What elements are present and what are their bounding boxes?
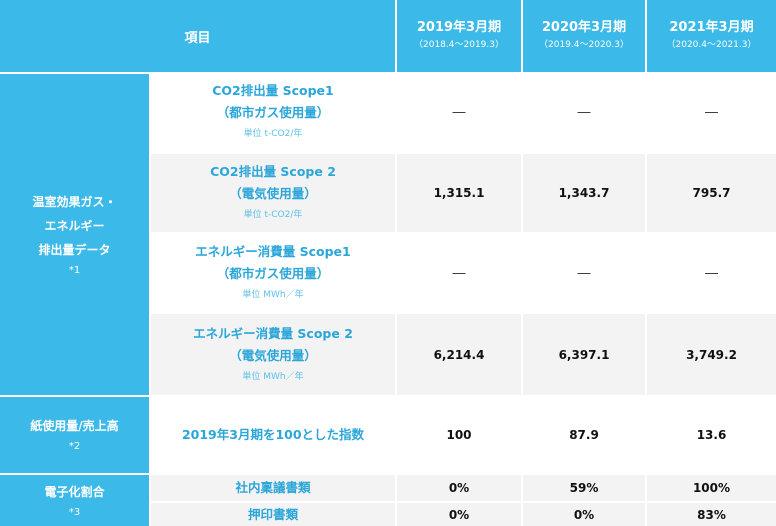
row-label-paper-index: 2019年3月期を100とした指数 [151, 395, 397, 473]
value: ― [577, 104, 591, 120]
value: 100% [692, 481, 731, 495]
value: 6,397.1 [558, 347, 610, 362]
value: ― [452, 104, 466, 120]
value: 87.9 [569, 428, 599, 442]
value-cell: 13.6 [647, 395, 776, 473]
row-line: エネルギー消費量 Scope 2 [193, 325, 353, 341]
value-cell: ― [523, 72, 647, 152]
row-unit: 単位 t-CO2/年 [243, 129, 303, 139]
row-unit: 単位 t-CO2/年 [243, 210, 303, 220]
row-label-co2-scope2: CO2排出量 Scope 2 （電気使用量） 単位 t-CO2/年 [151, 152, 397, 232]
year-range: （2020.4～2021.3） [666, 40, 757, 50]
value: 6,214.4 [433, 347, 485, 362]
value-cell: 0% [397, 501, 523, 526]
value: 59% [569, 481, 599, 495]
group-digital: 電子化割合 *3 [0, 473, 151, 526]
group-ghg: 温室効果ガス・ エネルギー 排出量データ *1 [0, 72, 151, 395]
value: ― [452, 265, 466, 281]
value: 1,315.1 [433, 186, 485, 200]
value-cell: ― [647, 72, 776, 152]
value-cell: ― [397, 72, 523, 152]
row-line: CO2排出量 Scope1 [212, 83, 334, 98]
row-line: 社内稟議書類 [235, 480, 311, 495]
group-line: 温室効果ガス・ [32, 194, 117, 209]
value: ― [705, 265, 718, 281]
header-year-2020: 2020年3月期 （2019.4～2020.3） [523, 0, 647, 72]
year-range: （2019.4～2020.3） [539, 40, 629, 50]
value: 13.6 [696, 428, 727, 442]
value: 0% [448, 481, 470, 495]
value-cell: 100 [397, 395, 523, 473]
value-cell: 3,749.2 [647, 312, 776, 395]
value: 83% [697, 507, 726, 522]
group-line: 排出量データ [38, 242, 111, 257]
header-item: 項目 [0, 0, 397, 72]
value: ― [705, 104, 718, 120]
value-cell: 83% [647, 501, 776, 526]
group-line: 紙使用量/売上高 [30, 419, 119, 433]
value: 1,343.7 [558, 186, 610, 200]
value-cell: 0% [397, 473, 523, 501]
value-cell: 6,397.1 [523, 312, 647, 395]
row-label-internal-approval: 社内稟議書類 [151, 473, 397, 501]
value-cell: 1,315.1 [397, 152, 523, 232]
group-note: *3 [68, 506, 81, 518]
value: 0% [448, 507, 470, 522]
group-note: *1 [68, 264, 81, 276]
row-line: 2019年3月期を100とした指数 [181, 427, 365, 442]
row-line: エネルギー消費量 Scope1 [195, 244, 351, 259]
value-cell: 1,343.7 [523, 152, 647, 232]
value-cell: ― [397, 232, 523, 312]
value-cell: 87.9 [523, 395, 647, 473]
row-line: （都市ガス使用量） [216, 105, 330, 120]
value: 0% [573, 507, 595, 522]
value-cell: 0% [523, 501, 647, 526]
row-unit: 単位 MWh／年 [242, 290, 304, 300]
year-label: 2020年3月期 [541, 20, 627, 35]
year-label: 2021年3月期 [669, 20, 754, 35]
row-label-co2-scope1: CO2排出量 Scope1 （都市ガス使用量） 単位 t-CO2/年 [151, 72, 397, 152]
value-cell: 6,214.4 [397, 312, 523, 395]
row-label-energy-scope1: エネルギー消費量 Scope1 （都市ガス使用量） 単位 MWh／年 [151, 232, 397, 312]
value-cell: ― [647, 232, 776, 312]
row-label-energy-scope2: エネルギー消費量 Scope 2 （電気使用量） 単位 MWh／年 [151, 312, 397, 395]
row-line: 押印書類 [247, 506, 298, 522]
row-line: （電気使用量） [229, 186, 317, 201]
value: ― [577, 265, 591, 281]
value: 100 [446, 428, 472, 442]
value-cell: 59% [523, 473, 647, 501]
group-line: エネルギー [44, 218, 105, 233]
row-unit: 単位 MWh／年 [242, 371, 304, 382]
value: 3,749.2 [686, 347, 737, 362]
year-label: 2019年3月期 [416, 20, 502, 35]
year-range: （2018.4～2019.3） [414, 40, 504, 50]
row-line: （都市ガス使用量） [216, 266, 330, 281]
header-item-label: 項目 [184, 30, 211, 46]
row-label-sealed-docs: 押印書類 [151, 501, 397, 526]
group-line: 電子化割合 [44, 484, 105, 499]
group-paper: 紙使用量/売上高 *2 [0, 395, 151, 473]
header-year-2021: 2021年3月期 （2020.4～2021.3） [647, 0, 776, 72]
value-cell: ― [523, 232, 647, 312]
group-note: *2 [68, 441, 81, 452]
value-cell: 795.7 [647, 152, 776, 232]
row-line: CO2排出量 Scope 2 [210, 164, 336, 179]
header-year-2019: 2019年3月期 （2018.4～2019.3） [397, 0, 523, 72]
row-line: （電気使用量） [229, 347, 317, 363]
value: 795.7 [692, 186, 731, 200]
value-cell: 100% [647, 473, 776, 501]
